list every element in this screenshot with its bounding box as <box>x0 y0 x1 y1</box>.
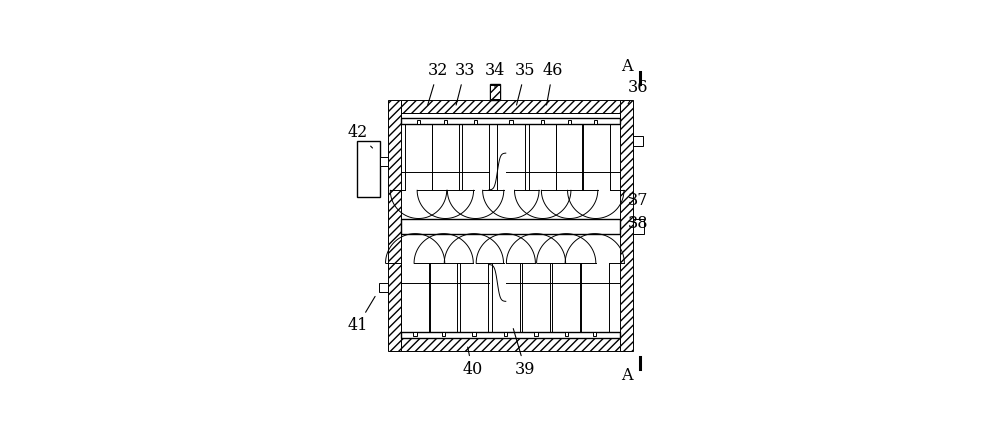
Bar <box>401 218 620 234</box>
Bar <box>442 332 445 336</box>
Text: 34: 34 <box>485 62 505 88</box>
Bar <box>565 332 568 336</box>
Text: A: A <box>621 367 632 384</box>
Bar <box>401 100 620 113</box>
Bar <box>620 100 633 351</box>
Bar <box>490 84 500 100</box>
Bar <box>504 332 507 336</box>
Text: 41: 41 <box>347 296 375 334</box>
Bar <box>534 332 538 336</box>
Text: 39: 39 <box>513 329 536 378</box>
Bar <box>401 338 620 351</box>
Bar <box>379 283 388 293</box>
Bar <box>444 120 447 125</box>
Text: 37: 37 <box>628 191 649 208</box>
Bar <box>413 332 417 336</box>
Text: 33: 33 <box>455 62 475 105</box>
Text: 36: 36 <box>628 79 649 104</box>
Bar <box>417 120 420 125</box>
Bar <box>490 85 500 99</box>
Text: 35: 35 <box>515 62 536 105</box>
Bar <box>633 218 644 234</box>
Bar <box>474 120 477 125</box>
Text: 42: 42 <box>347 124 373 148</box>
Bar <box>633 136 643 146</box>
Bar <box>388 100 401 351</box>
Text: 46: 46 <box>543 62 563 105</box>
Text: 38: 38 <box>628 215 649 232</box>
Text: A: A <box>621 58 632 75</box>
Bar <box>568 120 571 125</box>
Bar <box>594 120 597 125</box>
Bar <box>472 332 476 336</box>
Bar <box>509 120 512 125</box>
Bar <box>401 332 620 338</box>
Bar <box>401 119 620 125</box>
Bar <box>541 120 544 125</box>
Text: 40: 40 <box>462 347 482 378</box>
Bar <box>357 141 380 197</box>
Bar <box>380 157 388 166</box>
Bar <box>593 332 596 336</box>
Text: 32: 32 <box>428 62 448 105</box>
